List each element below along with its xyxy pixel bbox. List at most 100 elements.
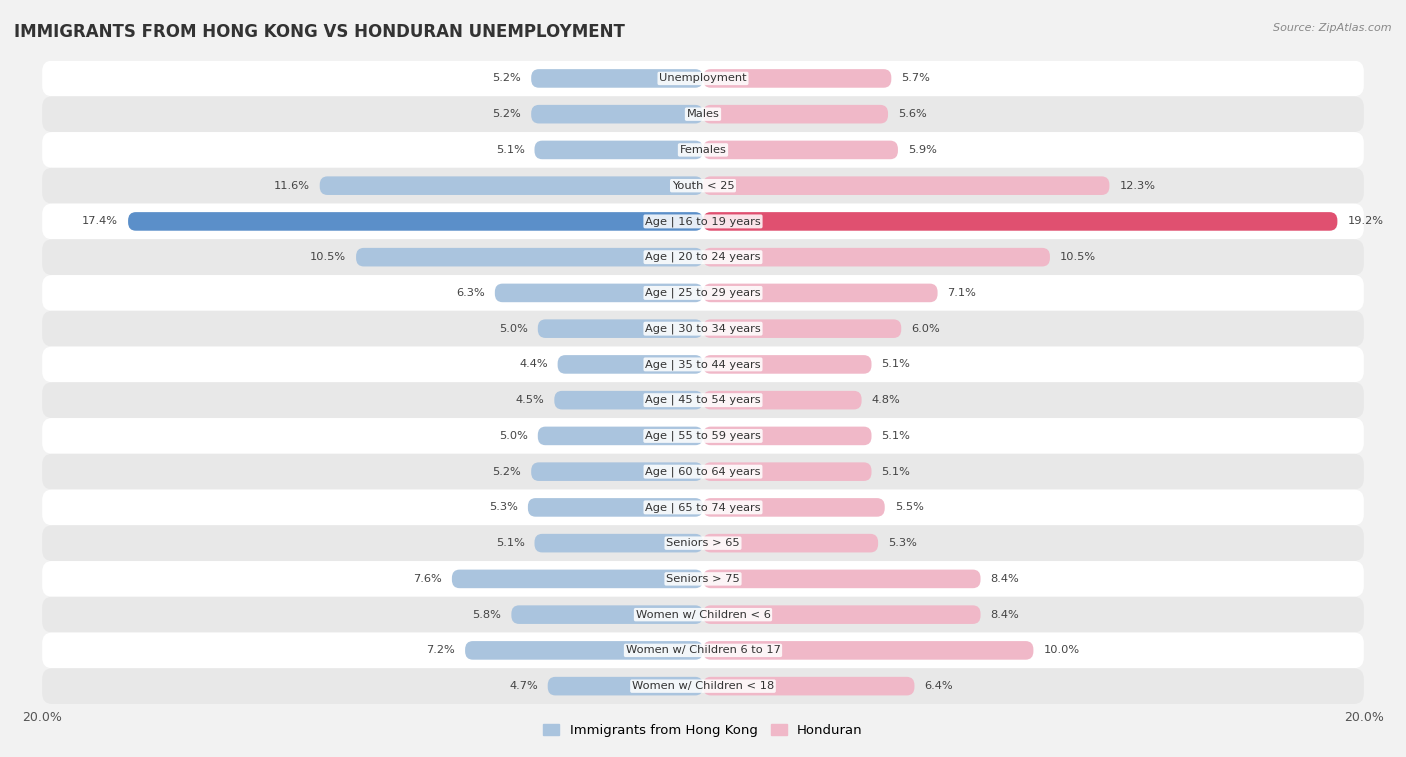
FancyBboxPatch shape <box>495 284 703 302</box>
FancyBboxPatch shape <box>531 463 703 481</box>
Text: Women w/ Children 6 to 17: Women w/ Children 6 to 17 <box>626 646 780 656</box>
FancyBboxPatch shape <box>128 212 703 231</box>
Text: 5.9%: 5.9% <box>908 145 936 155</box>
Text: 10.5%: 10.5% <box>311 252 346 262</box>
Text: 5.2%: 5.2% <box>492 466 522 477</box>
Text: 5.1%: 5.1% <box>882 431 910 441</box>
Text: 7.1%: 7.1% <box>948 288 976 298</box>
FancyBboxPatch shape <box>42 418 1364 453</box>
Text: Women w/ Children < 6: Women w/ Children < 6 <box>636 609 770 620</box>
FancyBboxPatch shape <box>703 355 872 374</box>
Text: 5.0%: 5.0% <box>499 431 527 441</box>
Text: Males: Males <box>686 109 720 119</box>
FancyBboxPatch shape <box>703 105 889 123</box>
Text: 5.0%: 5.0% <box>499 324 527 334</box>
FancyBboxPatch shape <box>42 204 1364 239</box>
Text: 4.5%: 4.5% <box>516 395 544 405</box>
FancyBboxPatch shape <box>356 248 703 266</box>
Text: Age | 45 to 54 years: Age | 45 to 54 years <box>645 395 761 406</box>
Text: Women w/ Children < 18: Women w/ Children < 18 <box>631 681 775 691</box>
FancyBboxPatch shape <box>42 168 1364 204</box>
Text: Age | 60 to 64 years: Age | 60 to 64 years <box>645 466 761 477</box>
Text: Females: Females <box>679 145 727 155</box>
Text: 11.6%: 11.6% <box>274 181 309 191</box>
Text: 19.2%: 19.2% <box>1347 217 1384 226</box>
FancyBboxPatch shape <box>465 641 703 659</box>
FancyBboxPatch shape <box>703 677 914 696</box>
FancyBboxPatch shape <box>42 490 1364 525</box>
Text: 5.1%: 5.1% <box>496 145 524 155</box>
FancyBboxPatch shape <box>42 453 1364 490</box>
FancyBboxPatch shape <box>703 498 884 517</box>
FancyBboxPatch shape <box>451 569 703 588</box>
FancyBboxPatch shape <box>703 463 872 481</box>
FancyBboxPatch shape <box>703 248 1050 266</box>
Text: Age | 35 to 44 years: Age | 35 to 44 years <box>645 359 761 369</box>
Text: Age | 25 to 29 years: Age | 25 to 29 years <box>645 288 761 298</box>
Text: 5.3%: 5.3% <box>889 538 917 548</box>
FancyBboxPatch shape <box>548 677 703 696</box>
FancyBboxPatch shape <box>42 132 1364 168</box>
Text: 5.8%: 5.8% <box>472 609 502 620</box>
Text: 5.1%: 5.1% <box>882 360 910 369</box>
FancyBboxPatch shape <box>703 534 879 553</box>
Text: 6.4%: 6.4% <box>924 681 953 691</box>
Text: 7.2%: 7.2% <box>426 646 456 656</box>
FancyBboxPatch shape <box>703 319 901 338</box>
Text: 5.2%: 5.2% <box>492 73 522 83</box>
Text: 6.3%: 6.3% <box>456 288 485 298</box>
Text: Age | 65 to 74 years: Age | 65 to 74 years <box>645 502 761 512</box>
Text: 7.6%: 7.6% <box>413 574 441 584</box>
Text: 5.1%: 5.1% <box>882 466 910 477</box>
FancyBboxPatch shape <box>703 606 980 624</box>
FancyBboxPatch shape <box>42 275 1364 311</box>
Text: 5.3%: 5.3% <box>489 503 517 512</box>
FancyBboxPatch shape <box>42 347 1364 382</box>
Text: 10.5%: 10.5% <box>1060 252 1095 262</box>
Text: 5.1%: 5.1% <box>496 538 524 548</box>
FancyBboxPatch shape <box>537 427 703 445</box>
FancyBboxPatch shape <box>42 525 1364 561</box>
FancyBboxPatch shape <box>703 569 980 588</box>
FancyBboxPatch shape <box>42 96 1364 132</box>
FancyBboxPatch shape <box>703 176 1109 195</box>
FancyBboxPatch shape <box>534 534 703 553</box>
FancyBboxPatch shape <box>42 597 1364 633</box>
Text: 8.4%: 8.4% <box>990 609 1019 620</box>
FancyBboxPatch shape <box>703 641 1033 659</box>
FancyBboxPatch shape <box>42 311 1364 347</box>
Text: 6.0%: 6.0% <box>911 324 939 334</box>
Legend: Immigrants from Hong Kong, Honduran: Immigrants from Hong Kong, Honduran <box>538 719 868 743</box>
FancyBboxPatch shape <box>319 176 703 195</box>
Text: 4.8%: 4.8% <box>872 395 900 405</box>
Text: 17.4%: 17.4% <box>82 217 118 226</box>
FancyBboxPatch shape <box>531 69 703 88</box>
FancyBboxPatch shape <box>42 61 1364 96</box>
FancyBboxPatch shape <box>537 319 703 338</box>
FancyBboxPatch shape <box>703 69 891 88</box>
Text: 12.3%: 12.3% <box>1119 181 1156 191</box>
Text: 5.7%: 5.7% <box>901 73 931 83</box>
FancyBboxPatch shape <box>703 284 938 302</box>
Text: 8.4%: 8.4% <box>990 574 1019 584</box>
Text: 5.5%: 5.5% <box>894 503 924 512</box>
FancyBboxPatch shape <box>42 382 1364 418</box>
FancyBboxPatch shape <box>703 391 862 410</box>
FancyBboxPatch shape <box>42 561 1364 597</box>
FancyBboxPatch shape <box>42 633 1364 668</box>
Text: Youth < 25: Youth < 25 <box>672 181 734 191</box>
FancyBboxPatch shape <box>42 668 1364 704</box>
Text: Age | 30 to 34 years: Age | 30 to 34 years <box>645 323 761 334</box>
FancyBboxPatch shape <box>527 498 703 517</box>
FancyBboxPatch shape <box>703 212 1337 231</box>
Text: Seniors > 75: Seniors > 75 <box>666 574 740 584</box>
Text: 10.0%: 10.0% <box>1043 646 1080 656</box>
Text: Age | 16 to 19 years: Age | 16 to 19 years <box>645 217 761 226</box>
FancyBboxPatch shape <box>703 427 872 445</box>
FancyBboxPatch shape <box>558 355 703 374</box>
FancyBboxPatch shape <box>42 239 1364 275</box>
Text: Age | 55 to 59 years: Age | 55 to 59 years <box>645 431 761 441</box>
FancyBboxPatch shape <box>703 141 898 159</box>
Text: Seniors > 65: Seniors > 65 <box>666 538 740 548</box>
Text: Age | 20 to 24 years: Age | 20 to 24 years <box>645 252 761 263</box>
